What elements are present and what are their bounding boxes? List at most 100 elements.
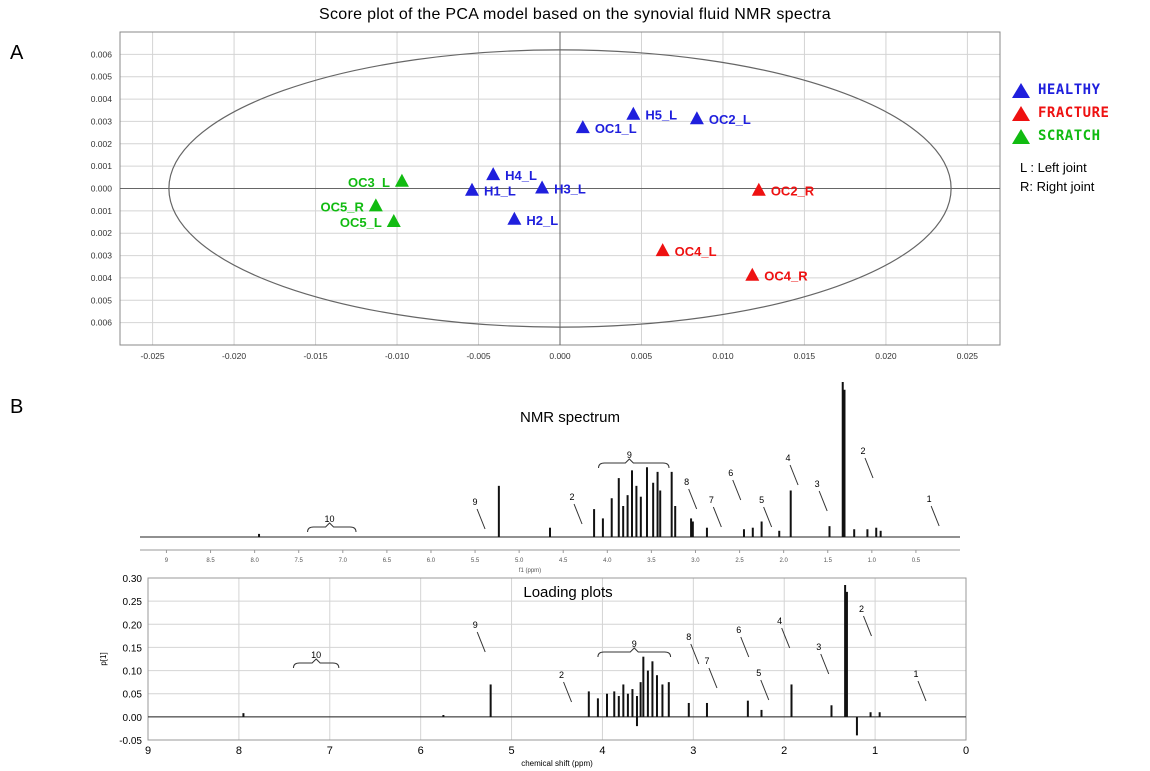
annotation-label: 10 [311,650,321,660]
x-tick-label: 1.0 [868,558,877,564]
annotation-label: 4 [786,453,791,463]
x-axis-label: f1 (ppm) [519,568,541,574]
annotation-label: 9 [473,620,478,630]
point-marker-healthy [535,180,550,194]
point-marker-healthy [465,182,479,196]
y-tick-label: 0.003 [91,116,113,126]
annotation-leader [863,615,872,637]
x-tick-label: 6 [418,745,424,757]
x-tick-label: 0.005 [631,351,653,361]
x-tick-label: 3 [690,745,696,757]
annotation-leader [760,679,770,701]
point-marker-healthy [626,106,641,120]
x-tick-label: 0.010 [712,351,734,361]
x-tick-label: 2 [781,745,787,757]
note-left-joint: L : Left joint [1020,160,1087,175]
annotation-label: 8 [686,632,691,642]
x-tick-label: 8.0 [250,558,259,564]
annotation-leader [864,457,874,479]
y-tick-label: 0.05 [123,690,143,701]
annotation-leader [763,506,773,528]
x-tick-label: 7 [327,745,333,757]
annotation-leader [789,464,799,486]
y-tick-label: 0.10 [123,667,143,678]
legend-triangle-icon [1012,105,1030,121]
point-marker-scratch [386,214,401,228]
y-tick-label: 0.001 [91,161,113,171]
annotation-label: 3 [815,479,820,489]
annotation-label: 7 [709,495,714,505]
annotation-brace [597,647,672,658]
score-plot: -0.025 -0.020 -0.015 -0.010 -0.005 0.000 0.005… [91,31,1001,361]
spectrum-title: Loading plots [523,584,612,601]
y-tick-label: 0.002 [91,228,113,238]
annotation-label: 9 [627,450,632,460]
annotation-label: 10 [325,514,335,524]
y-tick-label: 0.25 [123,597,143,608]
x-tick-label: 1 [872,745,878,757]
y-tick-label: -0.05 [119,736,142,747]
annotation-leader [930,505,940,527]
point-label: OC4_L [675,244,717,259]
x-tick-label: 1.5 [824,558,833,564]
point-label: H4_L [505,168,537,183]
point-marker-fracture [745,267,760,281]
point-marker-fracture [655,243,670,257]
chart-title: Score plot of the PCA model based on the… [319,6,831,23]
annotation-leader [690,643,700,665]
annotation-brace [292,658,340,669]
x-tick-label: 5.5 [471,558,480,564]
legend-label: FRACTURE [1038,105,1110,121]
annotation-label: 7 [704,656,709,666]
annotation-leader [712,506,722,528]
annotation-brace [597,458,670,469]
point-marker-healthy [689,111,704,125]
x-tick-label: 7.0 [339,558,348,564]
legend-label: SCRATCH [1038,128,1101,144]
loading-plot: 9 8 7 6 5 4 3 2 1 00.300.250.200.150.100.050.00-0… [99,574,969,768]
y-tick-label: 0.000 [91,184,113,194]
y-tick-label: 0.001 [91,206,113,216]
annotation-leader [563,681,573,703]
annotation-leader [781,627,791,649]
point-label: H5_L [645,108,677,123]
annotation-brace [307,522,357,533]
x-tick-label: -0.015 [304,351,328,361]
annotation-leader [818,490,828,512]
x-tick-label: 5.0 [515,558,524,564]
y-tick-label: 0.005 [91,72,113,82]
y-tick-label: 0.003 [91,251,113,261]
annotation-label: 2 [570,492,575,502]
y-tick-label: 0.005 [91,295,113,305]
legend-item-fracture: FRACTURE [1012,105,1109,121]
x-tick-label: 8 [236,745,242,757]
annotation-label: 5 [756,668,761,678]
annotation-label: 1 [927,494,932,504]
x-tick-label: 4.5 [559,558,568,564]
annotation-label: 2 [559,670,564,680]
point-label: H3_L [554,182,586,197]
x-tick-label: 9 [165,558,169,564]
x-tick-label: 7.5 [295,558,304,564]
annotation-label: 4 [777,616,782,626]
annotation-leader [740,636,750,658]
x-tick-label: 3.5 [647,558,656,564]
legend-triangle-icon [1012,82,1030,98]
point-label: OC2_R [771,184,815,199]
point-marker-fracture [751,182,766,196]
annotation-leader [476,508,486,530]
annotation-label: 5 [759,495,764,505]
point-marker-scratch [394,173,409,187]
x-tick-label: 5 [508,745,514,757]
y-tick-label: 0.004 [91,273,113,283]
y-tick-label: 0.15 [123,643,143,654]
point-marker-healthy [486,167,501,181]
x-tick-label: 6.5 [383,558,392,564]
annotation-leader [820,653,830,675]
y-tick-label: 0.006 [91,49,113,59]
panel-a-label: A [10,42,24,64]
x-tick-label: 8.5 [206,558,215,564]
annotation-leader [476,631,486,653]
y-tick-label: 0.002 [91,139,113,149]
annotation-label: 6 [728,468,733,478]
